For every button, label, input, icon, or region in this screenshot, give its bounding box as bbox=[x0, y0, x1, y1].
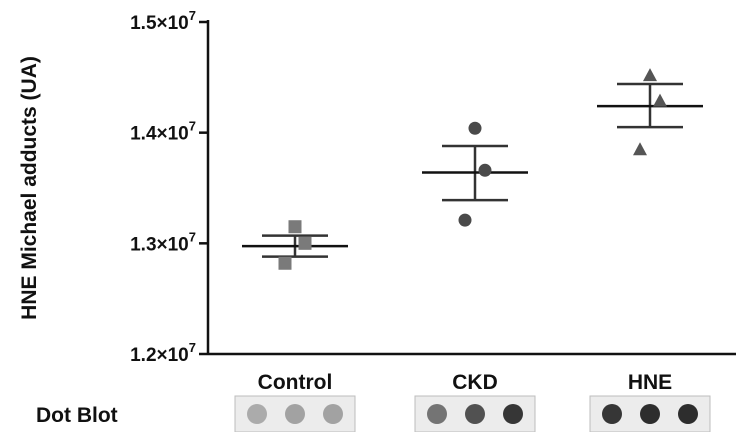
dot-blot-spot bbox=[247, 404, 267, 424]
data-point bbox=[458, 213, 472, 227]
dot-blot-spot bbox=[503, 404, 523, 424]
y-tick-label: 1.4×107 bbox=[130, 119, 196, 145]
dot-blot-spot bbox=[465, 404, 485, 424]
dot-blot: Dot Blot bbox=[36, 395, 711, 432]
data-point bbox=[288, 220, 302, 234]
data-point bbox=[298, 236, 312, 250]
data-point bbox=[643, 68, 657, 82]
y-tick-label: 1.3×107 bbox=[130, 229, 196, 255]
y-tick-label: 1.5×107 bbox=[130, 8, 196, 34]
axes: 1.2×107 1.3×107 1.4×107 1.5×107 Control CKD HN… bbox=[130, 8, 736, 394]
dot-blot-spot bbox=[323, 404, 343, 424]
dot-blot-spot bbox=[602, 404, 622, 424]
x-tick-label: CKD bbox=[452, 371, 498, 394]
chart-marks bbox=[242, 68, 703, 270]
data-point bbox=[633, 142, 647, 156]
dot-blot-label: Dot Blot bbox=[36, 404, 118, 427]
dot-blot-spot bbox=[678, 404, 698, 424]
dot-blot-spot bbox=[640, 404, 660, 424]
y-tick-label: 1.2×107 bbox=[130, 340, 196, 366]
data-point bbox=[278, 256, 292, 270]
dot-blot-spot bbox=[285, 404, 305, 424]
y-axis-label: HNE Michael adducts (UA) bbox=[18, 56, 41, 320]
data-point bbox=[653, 93, 667, 107]
x-tick-label: HNE bbox=[628, 371, 672, 394]
dot-blot-spot bbox=[427, 404, 447, 424]
data-point bbox=[468, 121, 482, 135]
data-point bbox=[478, 163, 492, 177]
x-tick-label: Control bbox=[258, 371, 333, 394]
